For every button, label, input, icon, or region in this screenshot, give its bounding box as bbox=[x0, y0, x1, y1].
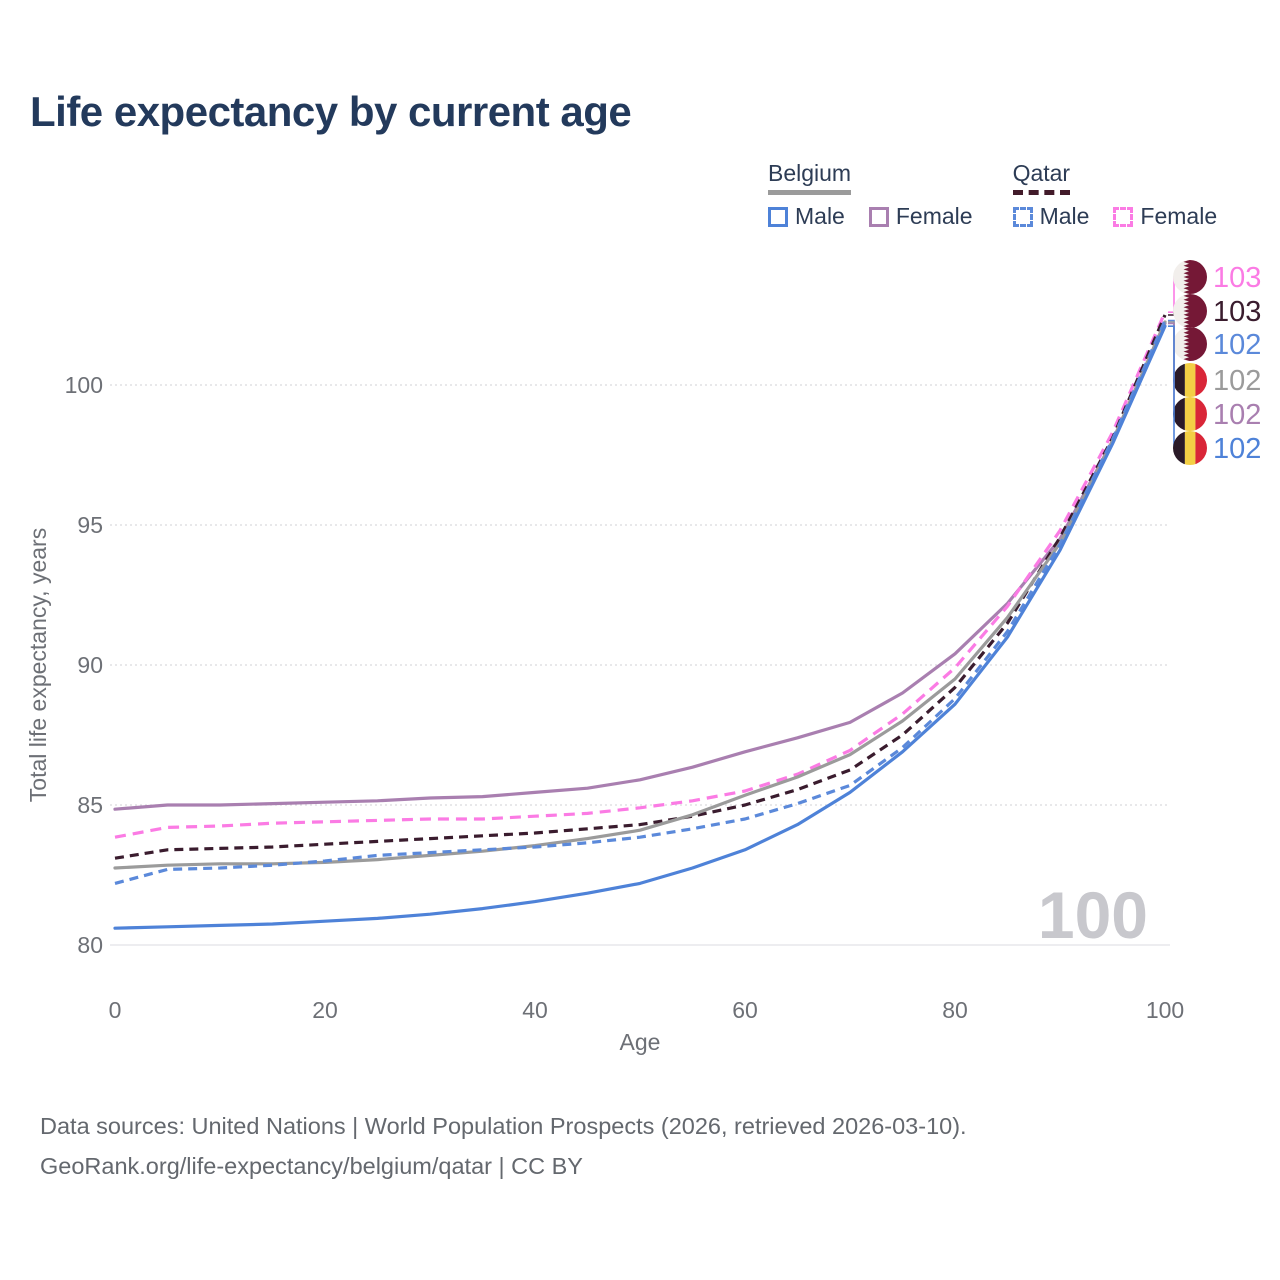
chart-footer: Data sources: United Nations | World Pop… bbox=[40, 1106, 967, 1186]
x-tick-80: 80 bbox=[942, 997, 968, 1023]
end-annotation-qatar-total: 103 bbox=[1173, 294, 1261, 328]
end-value-label-belgium-female: 102 bbox=[1213, 399, 1261, 431]
series-line-qatar-female[interactable] bbox=[114, 311, 1167, 839]
legend-item-label: Female bbox=[895, 203, 973, 229]
end-value-label-qatar-total: 103 bbox=[1213, 296, 1261, 328]
x-tick-40: 40 bbox=[522, 997, 548, 1023]
legend-item-label: Male bbox=[795, 203, 845, 229]
legend-group-belgium: Belgium Male Female bbox=[768, 160, 973, 230]
x-axis-title: Age bbox=[620, 1029, 661, 1055]
end-annotation-belgium-male: 102 bbox=[1173, 431, 1261, 465]
end-value-label-qatar-female: 103 bbox=[1213, 262, 1261, 294]
legend-item-qatar-female[interactable]: Female bbox=[1113, 203, 1217, 230]
belgium-flag-icon bbox=[1173, 363, 1207, 397]
end-annotation-belgium-female: 102 bbox=[1173, 397, 1261, 431]
y-tick-80: 80 bbox=[77, 932, 103, 958]
legend-group-title-qatar: Qatar bbox=[1012, 160, 1071, 195]
end-annotation-qatar-male: 102 bbox=[1173, 327, 1261, 361]
y-tick-90: 90 bbox=[77, 652, 103, 678]
qatar-flag-icon bbox=[1173, 327, 1207, 361]
qatar-flag-icon bbox=[1173, 260, 1207, 294]
chart-legend: Belgium Male Female Qatar Male bbox=[768, 160, 1217, 230]
series-line-qatar-male[interactable] bbox=[114, 319, 1167, 885]
legend-item-label: Female bbox=[1140, 203, 1218, 229]
series-line-belgium-male[interactable] bbox=[113, 324, 1167, 930]
legend-item-label: Male bbox=[1039, 203, 1090, 229]
y-tick-100: 100 bbox=[65, 372, 103, 398]
y-axis-title: Total life expectancy, years bbox=[25, 528, 51, 802]
x-tick-0: 0 bbox=[109, 997, 122, 1023]
legend-item-belgium-female[interactable]: Female bbox=[868, 203, 973, 230]
series-line-qatar-total[interactable] bbox=[114, 314, 1167, 860]
end-annotation-qatar-female: 103 bbox=[1173, 260, 1261, 294]
belgium-flag-icon bbox=[1173, 397, 1207, 431]
attribution-line: GeoRank.org/life-expectancy/belgium/qata… bbox=[40, 1153, 583, 1179]
legend-item-belgium-male[interactable]: Male bbox=[768, 203, 845, 230]
page-title: Life expectancy by current age bbox=[30, 88, 632, 135]
qatar-male-swatch bbox=[1012, 206, 1033, 227]
x-tick-100: 100 bbox=[1146, 997, 1184, 1023]
x-tick-20: 20 bbox=[312, 997, 338, 1023]
belgium-female-swatch bbox=[868, 206, 889, 227]
legend-group-title-belgium: Belgium bbox=[768, 160, 852, 195]
belgium-flag-icon bbox=[1173, 431, 1207, 465]
x-tick-60: 60 bbox=[732, 997, 758, 1023]
line-chart[interactable]: 80 85 90 95 100 0 20 40 60 80 100 Age Total life exp… bbox=[0, 0, 1280, 1080]
qatar-flag-icon bbox=[1173, 294, 1207, 328]
end-value-label-belgium-male: 102 bbox=[1213, 433, 1261, 465]
series-line-belgium-female[interactable] bbox=[113, 321, 1167, 811]
y-tick-85: 85 bbox=[77, 792, 103, 818]
data-sources-line: Data sources: United Nations | World Pop… bbox=[40, 1113, 967, 1139]
age-counter-watermark: 100 bbox=[1038, 878, 1148, 952]
end-value-label-qatar-male: 102 bbox=[1213, 329, 1261, 361]
y-tick-95: 95 bbox=[77, 512, 103, 538]
qatar-female-swatch bbox=[1113, 206, 1134, 227]
end-value-label-belgium-total: 102 bbox=[1213, 365, 1261, 397]
belgium-male-swatch bbox=[768, 206, 788, 227]
series-line-belgium-total[interactable] bbox=[113, 320, 1167, 870]
end-annotation-belgium-total: 102 bbox=[1173, 363, 1261, 397]
legend-group-qatar: Qatar Male Female bbox=[1012, 160, 1217, 230]
legend-item-qatar-male[interactable]: Male bbox=[1012, 203, 1090, 230]
